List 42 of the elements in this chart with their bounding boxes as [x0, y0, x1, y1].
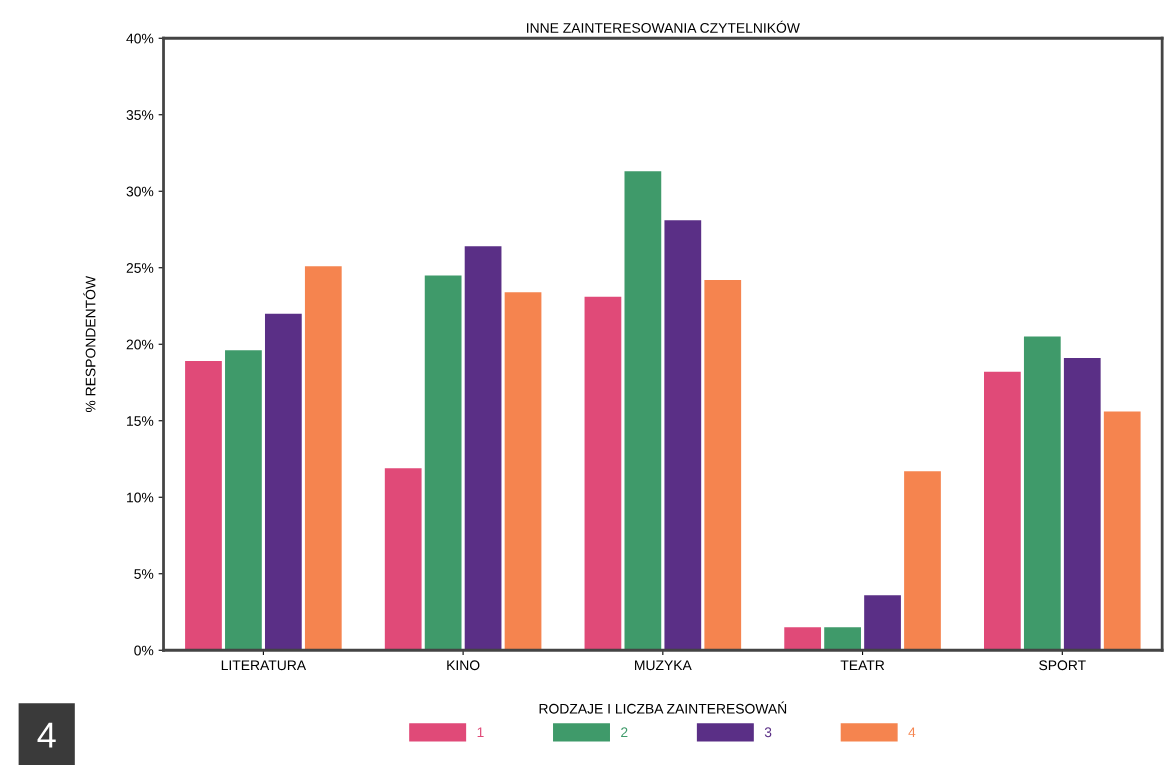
y-tick-label: 40% [126, 33, 154, 44]
bar [824, 627, 861, 651]
y-tick-label: 10% [127, 492, 154, 503]
bar [304, 266, 342, 651]
x-axis-title: RODZAJE I LICZBA ZAINTERESOWAŃ [539, 701, 787, 714]
bar [185, 361, 222, 651]
y-tick-label: 15% [127, 416, 154, 426]
bar [504, 292, 542, 651]
x-tick-label: TEATR [840, 660, 885, 671]
y-tick-label: 30% [126, 186, 154, 197]
bar [424, 275, 462, 651]
bar [1023, 336, 1061, 651]
bar [264, 313, 302, 651]
bar [704, 279, 742, 651]
bar [464, 246, 502, 651]
bar [1103, 411, 1141, 651]
y-tick-label: 35% [126, 110, 154, 120]
x-tick-label: KINO [447, 660, 480, 671]
bar [864, 595, 901, 651]
x-tick-label: SPORT [1039, 660, 1086, 671]
chart-title: INNE ZAINTERESOWANIA CZYTELNIKÓW [527, 20, 800, 33]
bar [584, 296, 622, 651]
legend-label: 3 [764, 727, 772, 738]
bar [904, 471, 941, 651]
legend-label: 2 [621, 727, 628, 738]
legend-label: 4 [908, 727, 916, 738]
y-tick-label: 5% [134, 569, 154, 579]
bar [384, 468, 422, 651]
y-tick-label: 0% [134, 645, 154, 656]
bar [664, 220, 702, 651]
x-tick-label: LITERATURA [221, 660, 307, 671]
x-tick-label: MUZYKA [635, 660, 692, 671]
legend-label: 1 [477, 727, 484, 738]
y-axis-title: % RESPONDENTÓW [83, 276, 96, 413]
bar [624, 171, 662, 651]
bar [984, 371, 1021, 651]
y-tick-label: 20% [126, 339, 154, 350]
bar [225, 350, 262, 651]
bar [1063, 358, 1101, 651]
y-tick-label: 25% [126, 263, 154, 273]
text: 4 [37, 722, 56, 748]
bar [784, 627, 822, 651]
